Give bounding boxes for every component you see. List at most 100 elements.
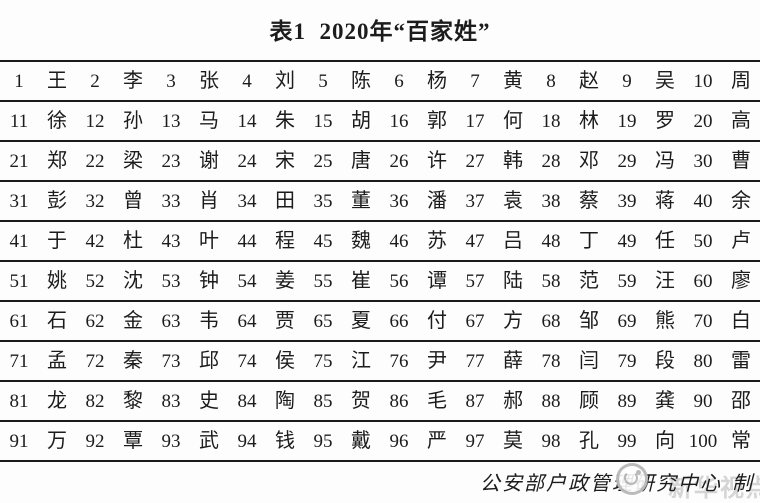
surname-cell: 程 (275, 230, 295, 252)
surname-cell: 黎 (123, 390, 143, 412)
surname-cell: 苏 (427, 230, 447, 252)
rank-cell: 84 (237, 390, 257, 412)
surname-cell: 姚 (47, 270, 67, 292)
rank-cell: 3 (166, 70, 176, 92)
surname-cell: 史 (199, 390, 219, 412)
rank-cell: 95 (313, 430, 333, 452)
surname-cell: 宋 (275, 150, 295, 172)
rank-cell: 30 (693, 150, 713, 172)
surname-cell: 雷 (731, 350, 751, 372)
rank-cell: 29 (617, 150, 637, 172)
rank-cell: 93 (161, 430, 181, 452)
surname-cell: 卢 (731, 230, 751, 252)
rank-cell: 12 (85, 110, 105, 132)
surname-cell: 黄 (503, 70, 523, 92)
surname-cell: 贺 (351, 390, 371, 412)
rank-cell: 72 (85, 350, 105, 372)
surname-cell: 余 (731, 190, 751, 212)
rank-cell: 31 (9, 190, 29, 212)
watermark-dot (636, 470, 641, 475)
rank-cell: 39 (617, 190, 637, 212)
rank-cell: 77 (465, 350, 485, 372)
surname-cell: 严 (427, 430, 447, 452)
surname-cell: 沈 (123, 270, 143, 292)
rank-cell: 32 (85, 190, 105, 212)
rank-cell: 68 (541, 310, 561, 332)
rank-cell: 86 (389, 390, 409, 412)
surname-cell: 袁 (503, 190, 523, 212)
surname-cell: 侯 (275, 350, 295, 372)
surname-cell: 孙 (123, 110, 143, 132)
rank-cell: 100 (688, 430, 718, 452)
surname-cell: 魏 (351, 230, 371, 252)
surname-cell: 熊 (655, 310, 675, 332)
rank-cell: 58 (541, 270, 561, 292)
rank-cell: 1 (14, 70, 24, 92)
rank-cell: 99 (617, 430, 637, 452)
rank-cell: 61 (9, 310, 29, 332)
rank-cell: 17 (465, 110, 485, 132)
surname-cell: 谢 (199, 150, 219, 172)
surname-cell: 秦 (123, 350, 143, 372)
table-row: 71 孟 72 秦 73 邱 74 侯 75 江 76 尹 77 薛 78 闫 79 段 80 雷 (0, 342, 760, 382)
rank-cell: 78 (541, 350, 561, 372)
surname-cell: 贾 (275, 310, 295, 332)
surname-cell: 顾 (579, 390, 599, 412)
rank-cell: 74 (237, 350, 257, 372)
surname-cell: 罗 (655, 110, 675, 132)
surname-cell: 孔 (579, 430, 599, 452)
surname-cell: 董 (351, 190, 371, 212)
rank-cell: 40 (693, 190, 713, 212)
surname-cell: 叶 (199, 230, 219, 252)
surname-cell: 许 (427, 150, 447, 172)
rank-cell: 21 (9, 150, 29, 172)
rank-cell: 15 (313, 110, 333, 132)
rank-cell: 64 (237, 310, 257, 332)
surname-cell: 郭 (427, 110, 447, 132)
rank-cell: 35 (313, 190, 333, 212)
rank-cell: 56 (389, 270, 409, 292)
rank-cell: 85 (313, 390, 333, 412)
rank-cell: 16 (389, 110, 409, 132)
rank-cell: 33 (161, 190, 181, 212)
rank-cell: 24 (237, 150, 257, 172)
surname-cell: 马 (199, 110, 219, 132)
surname-cell: 薛 (503, 350, 523, 372)
rank-cell: 76 (389, 350, 409, 372)
rank-cell: 55 (313, 270, 333, 292)
rank-cell: 2 (90, 70, 100, 92)
surname-cell: 闫 (579, 350, 599, 372)
rank-cell: 37 (465, 190, 485, 212)
surname-cell: 万 (47, 430, 67, 452)
surname-cell: 陆 (503, 270, 523, 292)
rank-cell: 96 (389, 430, 409, 452)
rank-cell: 34 (237, 190, 257, 212)
rank-cell: 19 (617, 110, 637, 132)
surname-cell: 毛 (427, 390, 447, 412)
surname-cell: 钱 (275, 430, 295, 452)
rank-cell: 42 (85, 230, 105, 252)
surname-cell: 杜 (123, 230, 143, 252)
rank-cell: 88 (541, 390, 561, 412)
surname-cell: 吴 (655, 70, 675, 92)
rank-cell: 13 (161, 110, 181, 132)
rank-cell: 75 (313, 350, 333, 372)
surname-cell: 赵 (579, 70, 599, 92)
surname-cell: 蒋 (655, 190, 675, 212)
surname-cell: 林 (579, 110, 599, 132)
rank-cell: 73 (161, 350, 181, 372)
rank-cell: 89 (617, 390, 637, 412)
rank-cell: 27 (465, 150, 485, 172)
surname-cell: 何 (503, 110, 523, 132)
surname-cell: 杨 (427, 70, 447, 92)
page-title: 表1 2020年“百家姓” (269, 19, 491, 44)
surname-cell: 龙 (47, 390, 67, 412)
rank-cell: 69 (617, 310, 637, 332)
surname-cell: 张 (199, 70, 219, 92)
watermark-swirl (624, 471, 638, 485)
surname-cell: 胡 (351, 110, 371, 132)
rank-cell: 98 (541, 430, 561, 452)
rank-cell: 87 (465, 390, 485, 412)
rank-cell: 54 (237, 270, 257, 292)
surname-cell: 尹 (427, 350, 447, 372)
